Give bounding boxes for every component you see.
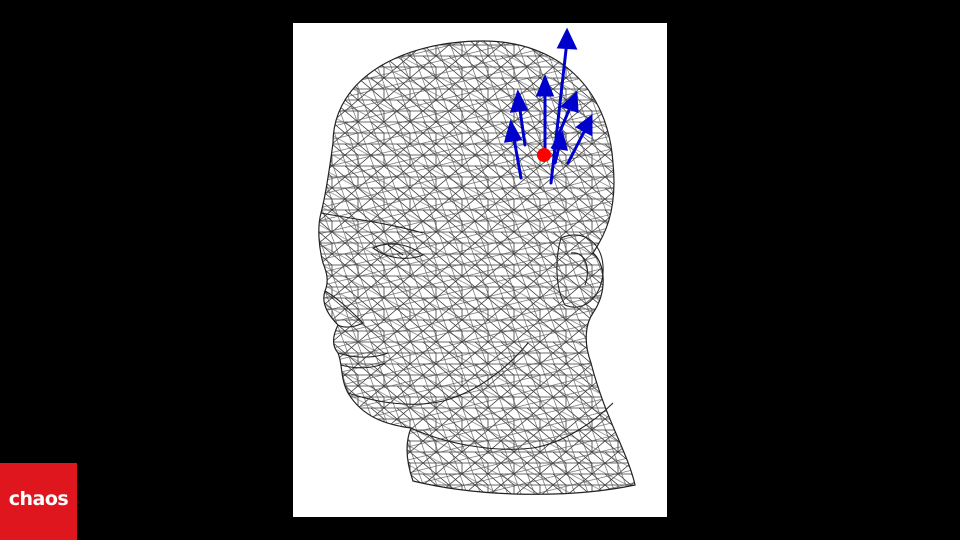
ray-arrow xyxy=(503,119,523,180)
ray-arrow xyxy=(566,113,593,165)
chaos-logo: chaos xyxy=(0,463,77,540)
ray-arrow xyxy=(509,89,529,147)
ray-arrows xyxy=(503,27,593,185)
head-mesh xyxy=(318,40,636,495)
sample-point xyxy=(537,148,551,162)
logo-text: chaos xyxy=(8,488,69,510)
ray-arrow xyxy=(550,130,569,165)
ray-arrow xyxy=(549,27,578,185)
ray-arrow xyxy=(535,74,555,157)
wireframe-head-mesh-icon xyxy=(318,27,636,495)
figure-panel xyxy=(293,23,667,517)
face-features xyxy=(320,212,614,450)
